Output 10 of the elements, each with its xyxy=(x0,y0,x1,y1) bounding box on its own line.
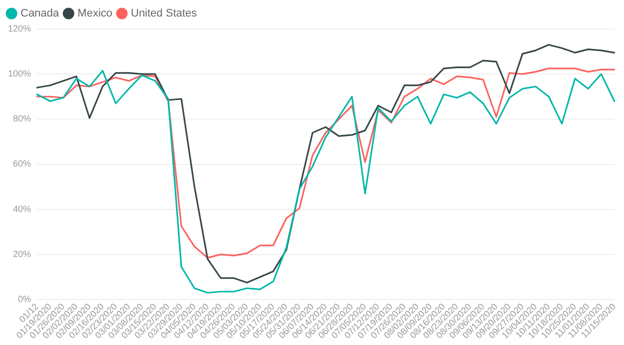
y-tick-label: 120% xyxy=(8,23,32,34)
y-tick-label: 60% xyxy=(13,158,32,169)
y-tick-label: 20% xyxy=(13,248,32,259)
y-tick-label: 80% xyxy=(13,114,32,124)
y-tick-label: 40% xyxy=(13,204,32,214)
y-tick-label: 100% xyxy=(8,68,32,79)
y-tick-label: 0% xyxy=(18,294,32,304)
legend-label: United States xyxy=(130,8,198,20)
legend-label: Canada xyxy=(20,8,60,20)
legend-label: Mexico xyxy=(78,8,112,20)
